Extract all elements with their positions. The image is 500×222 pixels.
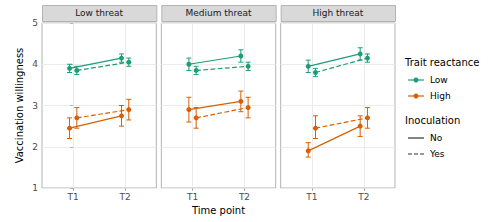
svg-text:T1: T1 — [186, 192, 198, 202]
svg-text:T2: T2 — [357, 192, 369, 202]
svg-text:Trait reactance: Trait reactance — [404, 57, 479, 68]
svg-text:T1: T1 — [67, 192, 79, 202]
svg-text:No: No — [430, 133, 443, 143]
svg-text:T2: T2 — [119, 192, 131, 202]
svg-text:High: High — [430, 91, 451, 101]
svg-text:High threat: High threat — [312, 8, 363, 18]
svg-text:5: 5 — [32, 18, 38, 28]
svg-text:T2: T2 — [238, 192, 250, 202]
svg-text:1: 1 — [32, 183, 38, 193]
svg-text:T1: T1 — [305, 192, 317, 202]
svg-text:3: 3 — [32, 101, 38, 111]
svg-text:Low: Low — [430, 75, 448, 85]
svg-text:Low threat: Low threat — [75, 8, 123, 18]
svg-text:Time point: Time point — [191, 205, 245, 216]
svg-text:Medium threat: Medium threat — [185, 8, 252, 18]
svg-text:Yes: Yes — [429, 149, 445, 159]
svg-text:Inoculation: Inoculation — [405, 115, 460, 126]
svg-text:Vaccination willingness: Vaccination willingness — [14, 48, 25, 164]
svg-text:2: 2 — [32, 142, 38, 152]
svg-text:4: 4 — [32, 59, 38, 69]
